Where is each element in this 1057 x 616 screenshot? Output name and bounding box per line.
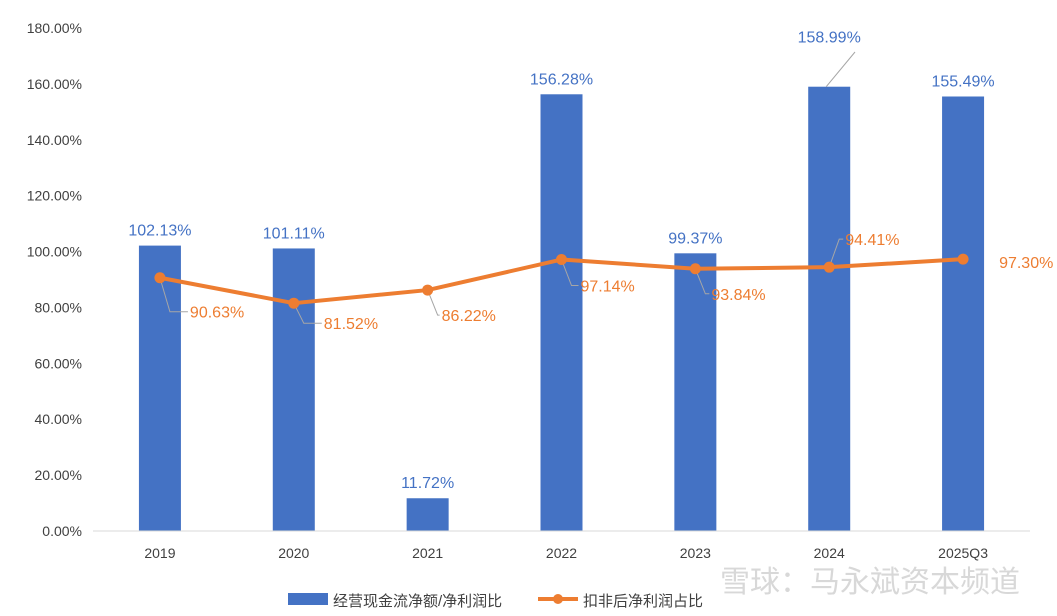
bar: [942, 96, 985, 532]
line-marker: [154, 272, 166, 284]
x-tick-label: 2025Q3: [938, 545, 988, 561]
leader-line: [159, 277, 188, 313]
y-tick-label: 40.00%: [35, 411, 82, 427]
y-tick-label: 160.00%: [27, 76, 82, 92]
line-data-label: 97.14%: [581, 279, 635, 296]
x-axis: 2019 2020 2021 2022 2023 2024 2025Q3: [93, 530, 1030, 561]
bar-data-label: 99.37%: [668, 230, 722, 247]
line-marker: [288, 297, 300, 309]
y-tick-label: 180.00%: [27, 20, 82, 36]
bar-data-label: 155.49%: [931, 73, 994, 90]
leader-line: [561, 259, 579, 287]
leader-line: [427, 289, 440, 316]
line-data-label: 93.84%: [711, 287, 765, 304]
legend-line-marker: [553, 594, 563, 604]
x-tick-label: 2021: [412, 545, 443, 561]
watermark: 雪球：马永斌资本频道: [720, 566, 1020, 599]
line-marker: [689, 263, 701, 275]
x-tick-label: 2019: [144, 545, 175, 561]
y-tick-label: 60.00%: [35, 355, 82, 371]
legend: 经营现金流净额/净利润比 扣非后净利润占比: [288, 593, 703, 610]
x-tick-label: 2020: [278, 545, 309, 561]
y-tick-label: 120.00%: [27, 188, 82, 204]
line-data-label: 97.30%: [999, 255, 1053, 272]
line-series: 90.63% 81.52% 86.22% 97.14% 93.84% 94.41% 97.3…: [154, 232, 1053, 333]
leader-line: [825, 51, 856, 88]
line-marker: [556, 254, 567, 266]
bar-data-label: 11.72%: [401, 475, 454, 492]
bar-data-label: 156.28%: [530, 71, 593, 88]
legend-bar-label: 经营现金流净额/净利润比: [333, 593, 502, 610]
leader-lines: [159, 51, 856, 324]
line-data-label: 86.22%: [442, 308, 496, 325]
line-data-label: 81.52%: [324, 316, 378, 333]
leader-line: [828, 238, 844, 268]
bar-data-label: 101.11%: [263, 225, 325, 242]
x-tick-label: 2022: [546, 545, 577, 561]
line-marker: [823, 261, 835, 273]
legend-line-label: 扣非后净利润占比: [583, 593, 703, 610]
bar: [674, 253, 717, 532]
line-marker: [422, 284, 434, 296]
x-tick-label: 2024: [814, 545, 845, 561]
bar-series: 102.13% 101.11% 11.72% 156.28% 99.37% 158.99%…: [128, 30, 995, 532]
bar: [138, 245, 181, 531]
y-tick-label: 80.00%: [35, 299, 82, 315]
bar: [406, 498, 449, 531]
y-tick-label: 20.00%: [35, 467, 82, 483]
x-tick-label: 2023: [680, 545, 711, 561]
line-data-label: 90.63%: [190, 305, 244, 322]
y-tick-label: 0.00%: [42, 523, 82, 539]
legend-bar-swatch: [288, 593, 328, 605]
bar: [272, 248, 315, 531]
leader-line: [293, 302, 322, 324]
line-data-label: 94.41%: [845, 232, 899, 249]
y-axis: 0.00% 20.00% 40.00% 60.00% 80.00% 100.00% 120.…: [27, 20, 82, 539]
leader-line: [694, 268, 710, 295]
line-marker: [957, 253, 969, 265]
bar: [540, 94, 583, 531]
bar-data-label: 102.13%: [128, 223, 191, 240]
bar: [808, 86, 851, 532]
y-tick-label: 100.00%: [27, 244, 82, 260]
y-tick-label: 140.00%: [27, 132, 82, 148]
bar-data-label: 158.99%: [798, 30, 861, 47]
